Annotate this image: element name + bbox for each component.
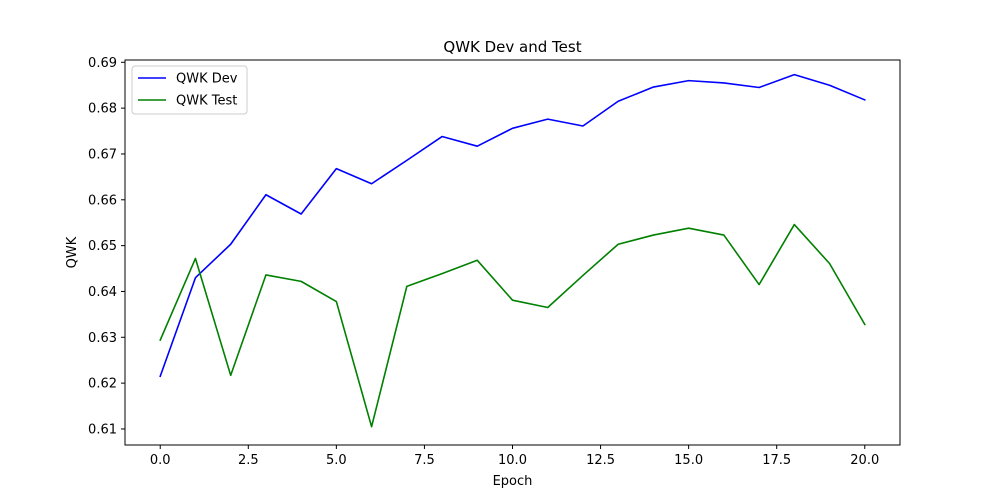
x-tick-label: 10.0 <box>498 453 527 468</box>
y-tick-label: 0.64 <box>88 285 117 300</box>
x-tick-label: 0.0 <box>150 453 171 468</box>
plot-area <box>159 73 866 428</box>
x-tick-label: 15.0 <box>674 453 703 468</box>
chart-title: QWK Dev and Test <box>443 38 581 56</box>
x-axis-label: Epoch <box>493 474 533 489</box>
y-tick-label: 0.69 <box>88 56 117 71</box>
x-tick-label: 20.0 <box>850 453 879 468</box>
x-tick-label: 17.5 <box>762 453 791 468</box>
plot-frame <box>124 59 901 446</box>
axis-ticks: 0.0 2.5 5.0 7.5 10.0 12.5 15.0 17.5 20.0 0.61 0.62… <box>88 56 879 468</box>
series-line-qwk-test <box>159 223 866 428</box>
x-tick-label: 5.0 <box>326 453 347 468</box>
y-tick-label: 0.65 <box>88 239 117 254</box>
x-tick-label: 7.5 <box>414 453 435 468</box>
series-line-qwk-dev <box>159 73 866 378</box>
y-tick-label: 0.63 <box>88 331 117 346</box>
legend-label: QWK Test <box>176 94 237 109</box>
y-tick-label: 0.68 <box>88 102 117 117</box>
legend: QWK Dev QWK Test <box>131 65 248 115</box>
y-tick-label: 0.61 <box>88 422 117 437</box>
x-tick-label: 2.5 <box>238 453 259 468</box>
legend-label: QWK Dev <box>176 72 238 87</box>
x-tick-label: 12.5 <box>586 453 615 468</box>
y-tick-label: 0.62 <box>88 377 117 392</box>
y-axis-label: QWK <box>65 236 80 268</box>
y-tick-label: 0.67 <box>88 147 117 162</box>
y-tick-label: 0.66 <box>88 193 117 208</box>
